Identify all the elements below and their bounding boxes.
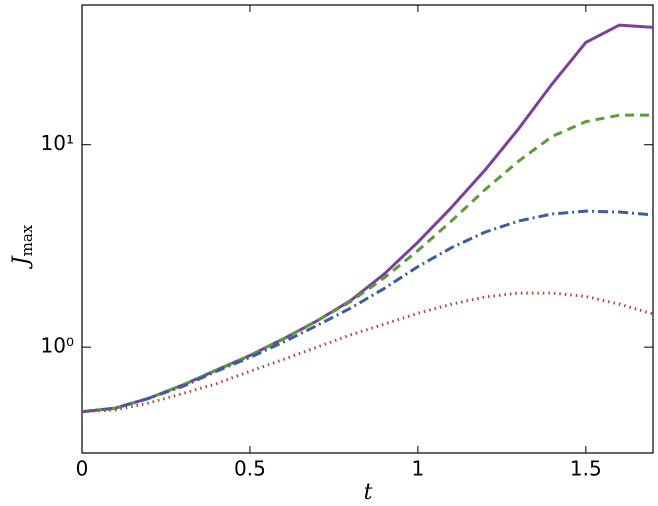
data-line <box>81 23 654 414</box>
x-tick-label: 1.5 <box>570 457 602 481</box>
data-line <box>81 291 654 414</box>
y-axis-label-main: J <box>9 255 34 269</box>
y-tick-label: 10⁰ <box>41 334 74 358</box>
plot-frame <box>81 4 654 454</box>
y-tick-label: 10¹ <box>41 131 74 155</box>
x-axis-label: t <box>364 480 373 505</box>
y-axis-label: Jmax <box>9 224 36 269</box>
x-tick-label: 0.5 <box>234 457 266 481</box>
x-tick-label: 0 <box>76 457 89 481</box>
x-tick-label: 1 <box>412 457 425 481</box>
data-line <box>81 209 654 414</box>
data-line <box>81 113 653 414</box>
y-axis-label-sub: max <box>18 224 36 256</box>
